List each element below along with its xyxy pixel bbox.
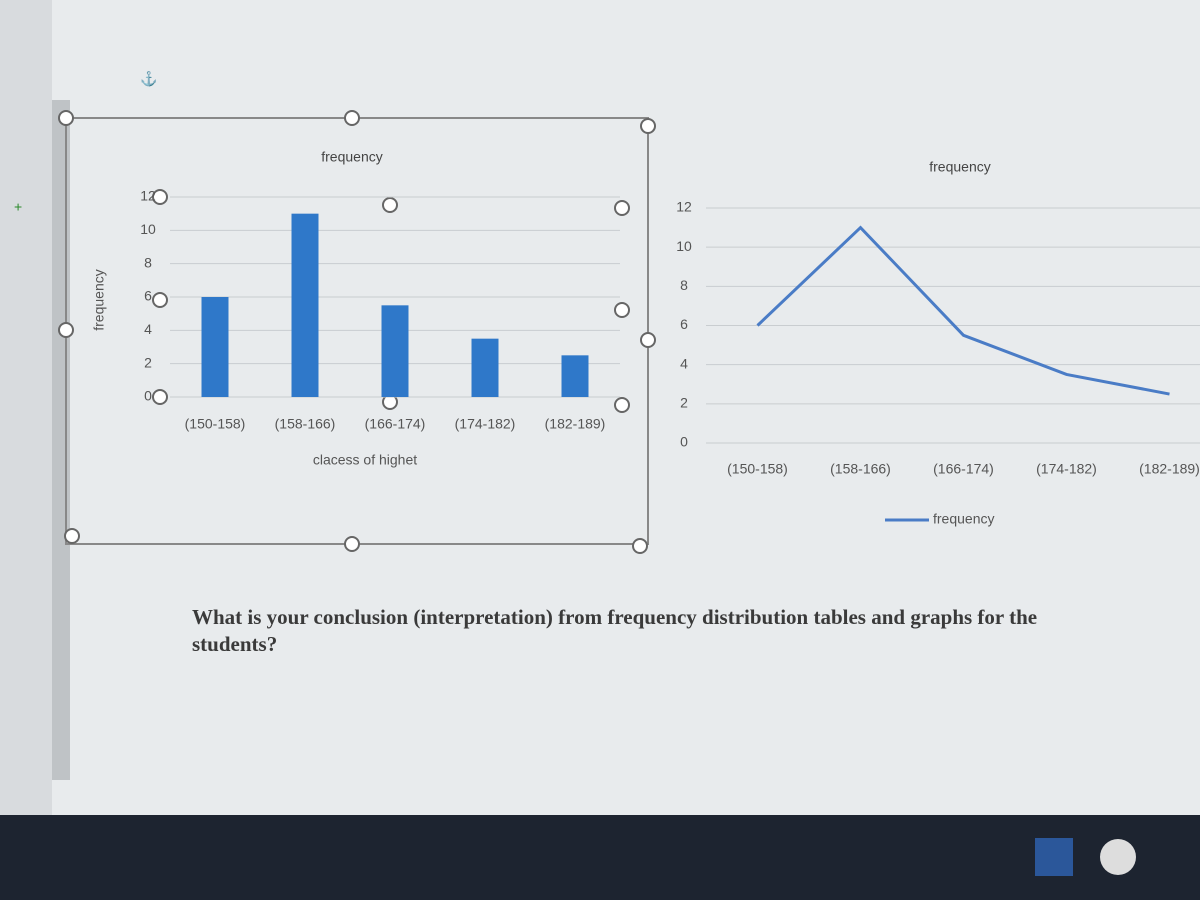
bar xyxy=(291,213,319,397)
y-tick-label: 10 xyxy=(140,221,156,237)
y-tick-label: 10 xyxy=(676,238,692,254)
y-axis-label: frequency xyxy=(91,269,107,330)
question: What is your conclusion (interpretation)… xyxy=(192,605,1038,656)
ruler xyxy=(52,100,70,780)
y-tick-label: 2 xyxy=(144,354,152,370)
y-tick-label: 2 xyxy=(680,395,688,411)
bar xyxy=(471,338,499,397)
taskbar xyxy=(0,815,1200,900)
anchor-icon: ⚓ xyxy=(140,71,157,88)
y-tick-label: 4 xyxy=(144,321,152,337)
y-tick-label: 6 xyxy=(144,288,152,304)
x-tick-label: (166-174) xyxy=(933,461,994,477)
x-tick-label: (158-166) xyxy=(830,461,891,477)
x-tick-label: (174-182) xyxy=(1036,461,1097,477)
y-tick-label: 12 xyxy=(140,188,156,204)
bar xyxy=(201,297,229,397)
chart-title: frequency xyxy=(321,149,382,165)
y-tick-label: 8 xyxy=(680,277,688,293)
y-tick-label: 6 xyxy=(680,316,688,332)
chart-title: frequency xyxy=(929,159,990,175)
legend-label: frequency xyxy=(933,511,994,527)
x-tick-label: (158-166) xyxy=(275,416,336,432)
x-tick-label: (166-174) xyxy=(365,416,426,432)
x-tick-label: (150-158) xyxy=(727,461,788,477)
line xyxy=(756,225,1170,396)
y-tick-label: 0 xyxy=(680,434,688,450)
add-icon: + xyxy=(14,199,22,215)
x-tick-label: (174-182) xyxy=(455,416,516,432)
bar xyxy=(381,305,409,397)
x-axis-label: clacess of highet xyxy=(313,452,417,468)
handles xyxy=(58,110,656,554)
y-tick-label: 12 xyxy=(676,199,692,215)
y-tick-label: 0 xyxy=(144,388,152,404)
x-tick-label: (182-189) xyxy=(1139,461,1200,477)
browser-icon[interactable] xyxy=(1100,839,1136,875)
y-tick-label: 4 xyxy=(680,355,688,371)
bar xyxy=(561,355,589,397)
x-tick-label: (150-158) xyxy=(185,416,246,432)
y-tick-label: 8 xyxy=(144,254,152,270)
toolbar xyxy=(0,0,52,820)
x-tick-label: (182-189) xyxy=(545,416,606,432)
word-icon[interactable] xyxy=(1035,838,1073,876)
